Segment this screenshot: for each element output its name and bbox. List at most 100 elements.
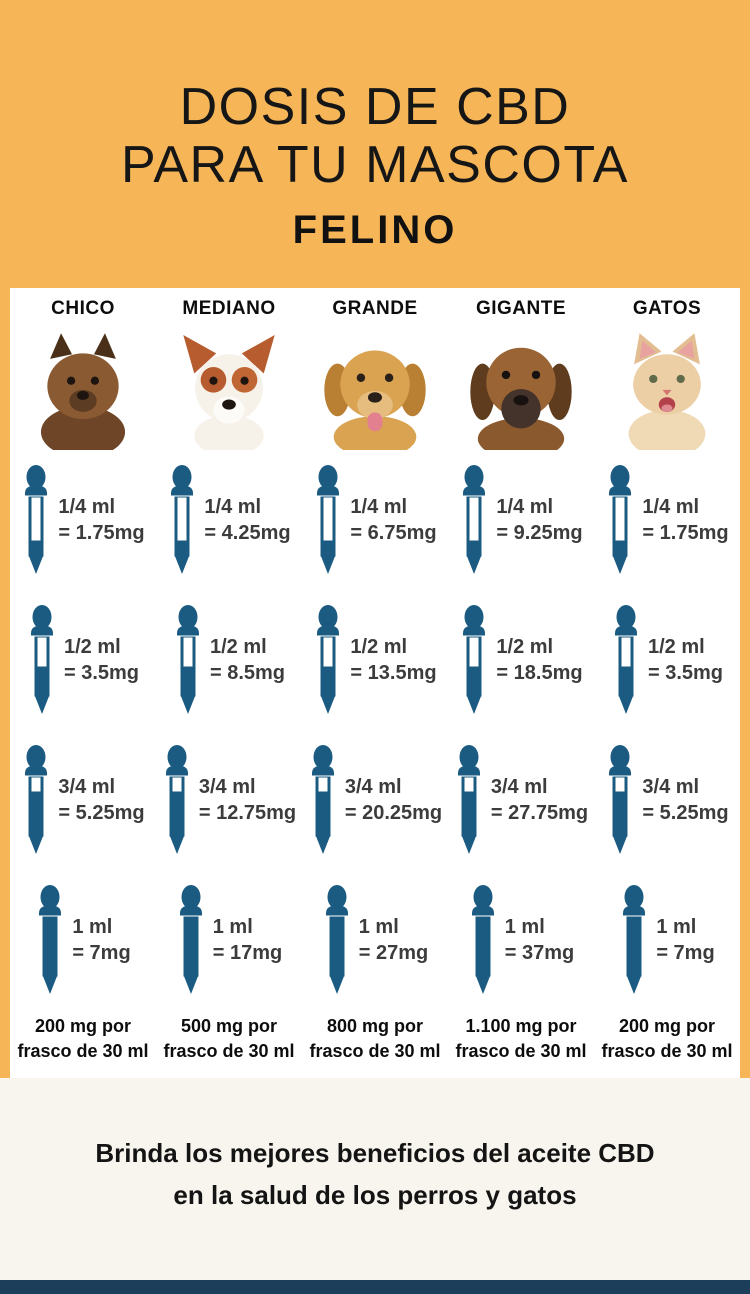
dose-ml: 1/4 ml bbox=[350, 496, 408, 518]
dose-mg: = 5.25mg bbox=[58, 802, 145, 824]
pet-column-mediano: MEDIANO 1/4 ml = 4.25mg bbox=[156, 298, 302, 1072]
dose-ml: 1/4 ml bbox=[642, 496, 700, 518]
poster-header: DOSIS DE CBD PARA TU MASCOTA FELINO bbox=[0, 78, 750, 253]
dose-cell: 1/2 ml = 3.5mg bbox=[594, 590, 740, 730]
dose-mg: = 1.75mg bbox=[642, 522, 729, 544]
dose-mg: = 13.5mg bbox=[350, 662, 437, 684]
dropper-icon bbox=[167, 464, 197, 576]
dropper-icon bbox=[176, 884, 206, 996]
dose-mg: = 4.25mg bbox=[204, 522, 291, 544]
dropper-icon bbox=[322, 884, 352, 996]
bottle-label: 800 mg por frasco de 30 ml bbox=[309, 1010, 440, 1072]
dose-cell: 3/4 ml = 27.75mg bbox=[448, 730, 594, 870]
dose-ml: 1/4 ml bbox=[496, 496, 554, 518]
dose-cell: 1/4 ml = 4.25mg bbox=[156, 450, 302, 590]
dose-cell: 1/4 ml = 1.75mg bbox=[10, 450, 156, 590]
pet-photo-mastiff bbox=[448, 324, 594, 450]
dropper-icon bbox=[173, 604, 203, 716]
bottle-line2: frasco de 30 ml bbox=[455, 1041, 587, 1061]
pet-photo-pomeranian bbox=[10, 324, 156, 450]
dose-ml: 1 ml bbox=[358, 916, 399, 938]
dose-mg: = 1.75mg bbox=[58, 522, 145, 544]
dose-ml: 1 ml bbox=[72, 916, 113, 938]
dose-cell: 3/4 ml = 20.25mg bbox=[302, 730, 448, 870]
dose-mg: = 9.25mg bbox=[496, 522, 583, 544]
dose-cell: 1/2 ml = 8.5mg bbox=[156, 590, 302, 730]
column-header: CHICO bbox=[51, 298, 115, 319]
tagline-line1: Brinda los mejores beneficios del aceite… bbox=[95, 1138, 655, 1168]
column-header: GRANDE bbox=[332, 298, 418, 319]
dropper-icon bbox=[468, 884, 498, 996]
dose-grid: CHICO 1/4 ml = 1.75mg bbox=[10, 288, 740, 1072]
dropper-icon bbox=[313, 464, 343, 576]
column-header: GATOS bbox=[632, 298, 702, 319]
dose-ml: 1/2 ml bbox=[496, 636, 554, 658]
dose-mg: = 37mg bbox=[504, 942, 575, 964]
dose-mg: = 3.5mg bbox=[647, 662, 724, 684]
pet-column-gigante: GIGANTE 1/4 ml = 9.25mg bbox=[448, 298, 594, 1072]
dropper-icon bbox=[21, 464, 51, 576]
bottle-label: 200 mg por frasco de 30 ml bbox=[601, 1010, 732, 1072]
dose-ml: 3/4 ml bbox=[490, 776, 548, 798]
dose-cell: 1 ml = 7mg bbox=[594, 870, 740, 1010]
dose-mg: = 27.75mg bbox=[490, 802, 589, 824]
page-title-line2: PARA TU MASCOTA bbox=[121, 136, 629, 194]
dose-ml: 1/2 ml bbox=[63, 636, 121, 658]
dose-mg: = 17mg bbox=[212, 942, 283, 964]
dose-ml: 1/2 ml bbox=[647, 636, 705, 658]
dropper-icon bbox=[605, 744, 635, 856]
dose-cell: 3/4 ml = 5.25mg bbox=[594, 730, 740, 870]
dose-mg: = 27mg bbox=[358, 942, 429, 964]
dose-cell: 1 ml = 17mg bbox=[156, 870, 302, 1010]
pet-photo-cat bbox=[594, 324, 740, 450]
bottle-label: 1.100 mg por frasco de 30 ml bbox=[455, 1010, 586, 1072]
tagline: Brinda los mejores beneficios del aceite… bbox=[0, 1078, 750, 1216]
dose-ml: 1/2 ml bbox=[209, 636, 267, 658]
dose-ml: 1 ml bbox=[504, 916, 545, 938]
bottle-line2: frasco de 30 ml bbox=[601, 1041, 733, 1061]
bottle-line2: frasco de 30 ml bbox=[17, 1041, 149, 1061]
dose-ml: 3/4 ml bbox=[198, 776, 256, 798]
dropper-icon bbox=[308, 744, 338, 856]
dose-ml: 3/4 ml bbox=[344, 776, 402, 798]
dose-cell: 1 ml = 7mg bbox=[10, 870, 156, 1010]
dose-mg: = 12.75mg bbox=[198, 802, 297, 824]
tagline-line2: en la salud de los perros y gatos bbox=[173, 1180, 577, 1210]
bottle-line1: 200 mg por bbox=[618, 1016, 716, 1036]
dropper-icon bbox=[611, 604, 641, 716]
dose-cell: 3/4 ml = 5.25mg bbox=[10, 730, 156, 870]
dose-ml: 3/4 ml bbox=[642, 776, 700, 798]
dose-cell: 1/2 ml = 13.5mg bbox=[302, 590, 448, 730]
dropper-icon bbox=[459, 464, 489, 576]
bottle-line2: frasco de 30 ml bbox=[163, 1041, 295, 1061]
pet-column-chico: CHICO 1/4 ml = 1.75mg bbox=[10, 298, 156, 1072]
dropper-icon bbox=[21, 744, 51, 856]
pet-photo-jack-russell bbox=[156, 324, 302, 450]
dropper-icon bbox=[35, 884, 65, 996]
pet-photo-golden-retriever bbox=[302, 324, 448, 450]
dose-mg: = 7mg bbox=[656, 942, 715, 964]
bottle-line1: 1.100 mg por bbox=[465, 1016, 577, 1036]
dose-ml: 1/4 ml bbox=[204, 496, 262, 518]
bottle-line2: frasco de 30 ml bbox=[309, 1041, 441, 1061]
bottom-section: Brinda los mejores beneficios del aceite… bbox=[0, 1078, 750, 1294]
bottle-line1: 500 mg por bbox=[180, 1016, 278, 1036]
pet-column-grande: GRANDE 1/4 ml = 6.75mg bbox=[302, 298, 448, 1072]
dose-cell: 1/4 ml = 6.75mg bbox=[302, 450, 448, 590]
dose-cell: 1 ml = 37mg bbox=[448, 870, 594, 1010]
dose-cell: 1/4 ml = 1.75mg bbox=[594, 450, 740, 590]
dose-mg: = 20.25mg bbox=[344, 802, 443, 824]
pet-column-gatos: GATOS 1/4 ml = 1.75mg bbox=[594, 298, 740, 1072]
dose-cell: 3/4 ml = 12.75mg bbox=[156, 730, 302, 870]
dose-ml: 1 ml bbox=[656, 916, 697, 938]
dose-cell: 1/4 ml = 9.25mg bbox=[448, 450, 594, 590]
dropper-icon bbox=[27, 604, 57, 716]
dose-mg: = 6.75mg bbox=[350, 522, 437, 544]
dose-ml: 3/4 ml bbox=[58, 776, 116, 798]
dose-mg: = 7mg bbox=[72, 942, 131, 964]
column-header: MEDIANO bbox=[182, 298, 276, 319]
page-subtitle: FELINO bbox=[292, 208, 458, 252]
dose-mg: = 5.25mg bbox=[642, 802, 729, 824]
dose-mg: = 18.5mg bbox=[496, 662, 583, 684]
dropper-icon bbox=[454, 744, 484, 856]
